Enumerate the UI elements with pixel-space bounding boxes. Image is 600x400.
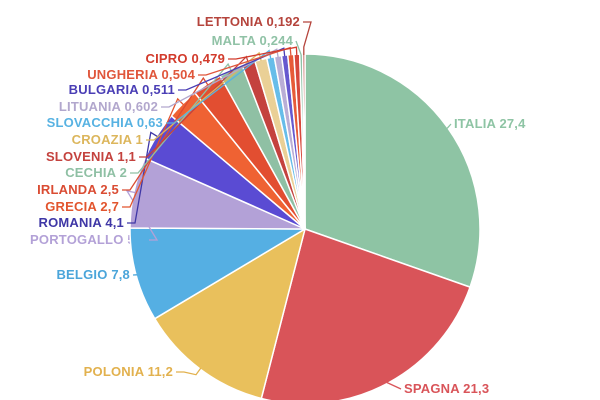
leader-line-italia <box>446 123 452 129</box>
slice-label-cipro: CIPRO 0,479 <box>145 51 225 66</box>
leader-line-polonia <box>176 367 202 376</box>
slice-label-slovenia: SLOVENIA 1,1 <box>45 149 136 164</box>
leader-line-lituania <box>161 48 279 108</box>
leader-line-portogallo <box>125 189 159 241</box>
leader-line-cipro <box>228 46 298 60</box>
slice-label-spagna: SPAGNA 21,3 <box>404 381 490 396</box>
slice-label-malta: MALTA 0,244 <box>211 33 293 48</box>
slice-label-croazia: CROAZIA 1 <box>71 132 143 147</box>
slice-label-romania: ROMANIA 4,1 <box>38 215 124 230</box>
slice-label-ungheria: UNGHERIA 0,504 <box>87 67 195 82</box>
slice-label-lituania: LITUANIA 0,602 <box>58 99 158 114</box>
slice-label-cechia: CECHIA 2 <box>65 165 127 180</box>
leader-line-ungheria <box>198 46 292 76</box>
slice-label-polonia: POLONIA 11,2 <box>83 364 173 379</box>
leader-line-slovenia <box>139 55 250 158</box>
slice-label-grecia: GRECIA 2,7 <box>45 199 119 214</box>
slice-label-irlanda: IRLANDA 2,5 <box>37 182 119 197</box>
leader-line-lettonia <box>303 21 312 55</box>
slice-label-italia: ITALIA 27,4 <box>454 116 526 131</box>
leader-line-bulgaria <box>178 47 286 91</box>
leader-line-spagna <box>386 381 402 390</box>
slice-label-slovacchia: SLOVACCHIA 0,63 <box>46 115 163 130</box>
slice-label-portogallo: PORTOGALLO 5,9 <box>30 232 146 247</box>
slice-label-lettonia: LETTONIA 0,192 <box>196 14 300 29</box>
leader-line-malta <box>295 40 302 56</box>
slice-label-bulgaria: BULGARIA 0,511 <box>68 82 175 97</box>
slice-label-belgio: BELGIO 7,8 <box>56 267 130 282</box>
